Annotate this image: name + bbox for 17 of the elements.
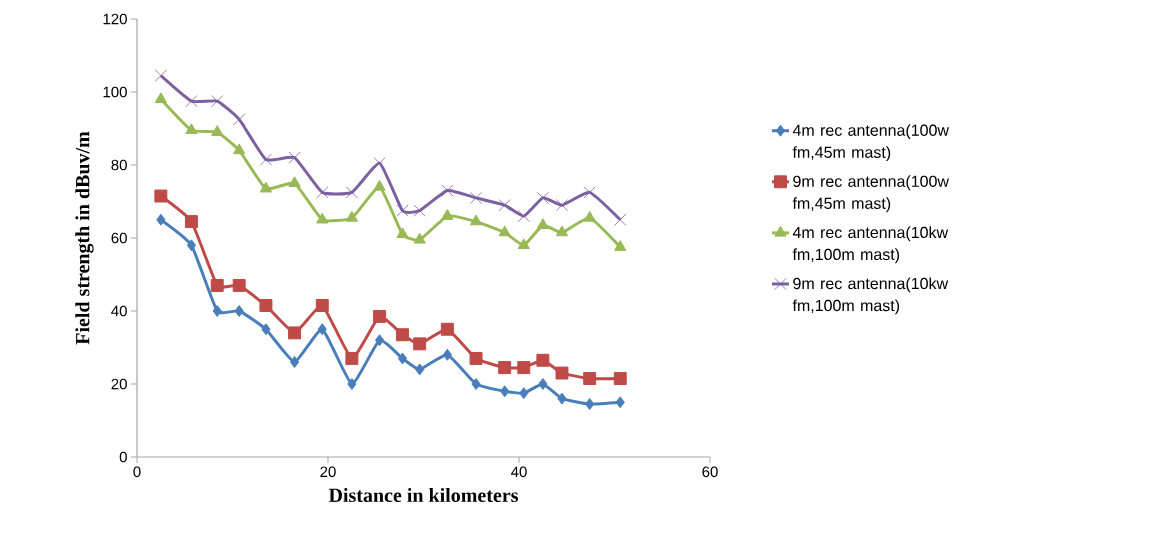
x-axis-title: Distance in kilometers [328,487,519,503]
y-tick-label: 0 [119,451,127,463]
legend-label: 9m rec antenna(10kw fm,100m mast) [792,277,949,315]
y-axis-title: Field strength in dBuv/m [75,131,94,345]
y-tick-label: 120 [103,13,127,25]
legend-label: 4m rec antenna(10kw fm,100m mast) [792,226,949,264]
legend-label: 4m rec antenna(100w fm,45m mast) [792,124,950,162]
y-tick-label: 60 [111,232,127,244]
legend-label: 9m rec antenna(100w fm,45m mast) [792,175,950,213]
y-tick-label: 40 [111,305,127,317]
x-tick-label: 0 [133,466,141,478]
y-tick-label: 100 [103,86,127,98]
x-tick-label: 40 [511,466,527,478]
x-tick-label: 20 [320,466,336,478]
y-tick-label: 80 [111,159,127,171]
x-tick-label: 60 [702,466,718,478]
y-tick-label: 20 [111,378,127,390]
